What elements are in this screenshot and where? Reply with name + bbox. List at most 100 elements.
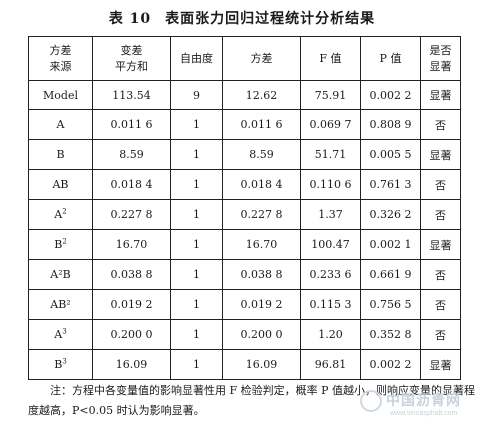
cell-p-value: 0.352 8	[360, 319, 421, 350]
header-mean-square: 方差	[222, 36, 301, 81]
cell-source: A2	[28, 199, 93, 230]
header-sum-of-squares: 变差 平方和	[92, 36, 171, 81]
cell-significance: 显著	[420, 349, 461, 380]
cell-source: B	[28, 139, 93, 170]
cell-mean-square: 16.70	[222, 229, 301, 260]
cell-source: AB	[28, 169, 93, 200]
cell-significance: 否	[420, 319, 461, 350]
table-row: B 8.59 1 8.59 51.71 0.005 5 显著	[28, 139, 461, 170]
source-exponent: 3	[62, 327, 67, 336]
watermark-text: 中国沥青网	[386, 392, 461, 408]
watermark: 中国沥青网 www.sinoasphalt.com	[360, 386, 478, 426]
cell-df: 1	[170, 139, 223, 170]
cell-df: 1	[170, 289, 223, 320]
cell-df: 1	[170, 229, 223, 260]
watermark-logo-icon	[360, 390, 382, 412]
cell-mean-square: 0.011 6	[222, 109, 301, 140]
cell-df: 1	[170, 319, 223, 350]
cell-df: 9	[170, 80, 223, 110]
cell-f-value: 96.81	[300, 349, 361, 380]
cell-significance: 显著	[420, 229, 461, 260]
cell-p-value: 0.002 2	[360, 349, 421, 380]
cell-p-value: 0.326 2	[360, 199, 421, 230]
cell-f-value: 0.115 3	[300, 289, 361, 320]
cell-f-value: 0.069 7	[300, 109, 361, 140]
cell-sum-of-squares: 0.200 0	[92, 319, 171, 350]
cell-significance: 否	[420, 109, 461, 140]
cell-significance: 否	[420, 199, 461, 230]
cell-p-value: 0.661 9	[360, 259, 421, 290]
source-exponent: 2	[62, 237, 67, 246]
cell-significance: 显著	[420, 80, 461, 110]
cell-source: A²B	[28, 259, 93, 290]
header-source: 方差 来源	[28, 36, 93, 81]
cell-significance: 显著	[420, 139, 461, 170]
cell-mean-square: 0.200 0	[222, 319, 301, 350]
cell-significance: 否	[420, 289, 461, 320]
cell-significance: 否	[420, 259, 461, 290]
cell-source: B3	[28, 349, 93, 380]
table-header-row: 方差 来源 变差 平方和 自由度 方差 F 值 P 值 是否 显著	[28, 36, 461, 81]
cell-f-value: 75.91	[300, 80, 361, 110]
cell-sum-of-squares: 8.59	[92, 139, 171, 170]
cell-sum-of-squares: 0.011 6	[92, 109, 171, 140]
table-title: 表面张力回归过程统计分析结果	[165, 11, 376, 27]
cell-mean-square: 0.227 8	[222, 199, 301, 230]
cell-sum-of-squares: 0.227 8	[92, 199, 171, 230]
cell-source: Model	[28, 80, 93, 110]
cell-sum-of-squares: 113.54	[92, 80, 171, 110]
cell-sum-of-squares: 16.70	[92, 229, 171, 260]
header-f-value: F 值	[300, 36, 361, 81]
cell-source: B2	[28, 229, 93, 260]
cell-significance: 否	[420, 169, 461, 200]
cell-mean-square: 0.018 4	[222, 169, 301, 200]
cell-df: 1	[170, 199, 223, 230]
watermark-url: www.sinoasphalt.com	[390, 410, 458, 417]
cell-f-value: 0.233 6	[300, 259, 361, 290]
table-row: Model 113.54 9 12.62 75.91 0.002 2 显著	[28, 80, 461, 110]
anova-table: 方差 来源 变差 平方和 自由度 方差 F 值 P 值 是否 显著 Model 113.…	[28, 36, 461, 380]
cell-p-value: 0.002 1	[360, 229, 421, 260]
cell-df: 1	[170, 349, 223, 380]
cell-p-value: 0.756 5	[360, 289, 421, 320]
cell-source: A3	[28, 319, 93, 350]
cell-f-value: 1.37	[300, 199, 361, 230]
cell-mean-square: 8.59	[222, 139, 301, 170]
cell-mean-square: 12.62	[222, 80, 301, 110]
header-p-value: P 值	[360, 36, 421, 81]
cell-source: AB²	[28, 289, 93, 320]
cell-p-value: 0.761 3	[360, 169, 421, 200]
cell-p-value: 0.005 5	[360, 139, 421, 170]
cell-df: 1	[170, 109, 223, 140]
source-exponent: 2	[62, 207, 67, 216]
cell-f-value: 100.47	[300, 229, 361, 260]
cell-df: 1	[170, 169, 223, 200]
header-significance: 是否 显著	[420, 36, 461, 81]
cell-sum-of-squares: 0.019 2	[92, 289, 171, 320]
table-row: B2 16.70 1 16.70 100.47 0.002 1 显著	[28, 229, 461, 260]
table-number: 表 10	[108, 11, 152, 27]
cell-sum-of-squares: 0.018 4	[92, 169, 171, 200]
cell-source: A	[28, 109, 93, 140]
cell-f-value: 0.110 6	[300, 169, 361, 200]
cell-f-value: 51.71	[300, 139, 361, 170]
cell-mean-square: 16.09	[222, 349, 301, 380]
header-df: 自由度	[170, 36, 223, 81]
cell-mean-square: 0.019 2	[222, 289, 301, 320]
cell-sum-of-squares: 16.09	[92, 349, 171, 380]
cell-sum-of-squares: 0.038 8	[92, 259, 171, 290]
table-row: B3 16.09 1 16.09 96.81 0.002 2 显著	[28, 349, 461, 380]
cell-df: 1	[170, 259, 223, 290]
cell-p-value: 0.002 2	[360, 80, 421, 110]
cell-p-value: 0.808 9	[360, 109, 421, 140]
cell-f-value: 1.20	[300, 319, 361, 350]
source-exponent: 3	[62, 357, 67, 366]
table-caption: 表 10 表面张力回归过程统计分析结果	[0, 8, 484, 28]
